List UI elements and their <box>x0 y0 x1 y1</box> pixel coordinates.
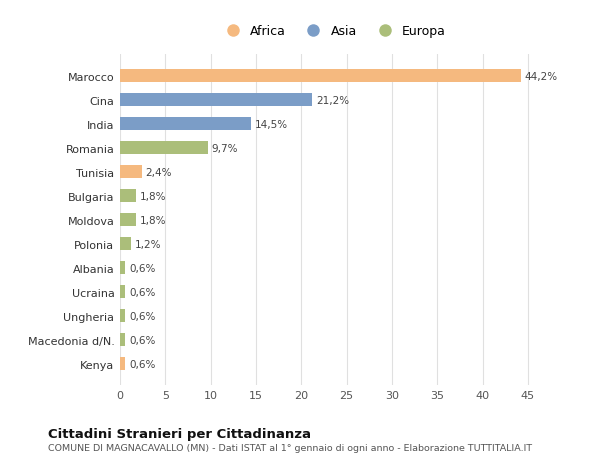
Bar <box>120 94 312 107</box>
Text: 44,2%: 44,2% <box>524 72 557 82</box>
Bar <box>120 309 125 323</box>
Text: 1,8%: 1,8% <box>140 191 166 202</box>
Text: 0,6%: 0,6% <box>129 359 155 369</box>
Text: 1,2%: 1,2% <box>134 239 161 249</box>
Text: Cittadini Stranieri per Cittadinanza: Cittadini Stranieri per Cittadinanza <box>48 427 311 440</box>
Bar <box>120 238 131 251</box>
Bar <box>120 166 142 179</box>
Text: 2,4%: 2,4% <box>145 168 172 178</box>
Text: 0,6%: 0,6% <box>129 311 155 321</box>
Legend: Africa, Asia, Europa: Africa, Asia, Europa <box>216 22 450 42</box>
Bar <box>120 70 521 83</box>
Bar <box>120 118 251 131</box>
Text: 14,5%: 14,5% <box>255 120 288 129</box>
Bar <box>120 262 125 275</box>
Text: 0,6%: 0,6% <box>129 335 155 345</box>
Bar <box>120 214 136 227</box>
Text: 21,2%: 21,2% <box>316 95 349 106</box>
Bar <box>120 142 208 155</box>
Bar <box>120 358 125 370</box>
Bar <box>120 333 125 347</box>
Text: COMUNE DI MAGNACAVALLO (MN) - Dati ISTAT al 1° gennaio di ogni anno - Elaborazio: COMUNE DI MAGNACAVALLO (MN) - Dati ISTAT… <box>48 443 532 452</box>
Text: 0,6%: 0,6% <box>129 287 155 297</box>
Bar <box>120 190 136 203</box>
Bar <box>120 285 125 299</box>
Text: 1,8%: 1,8% <box>140 215 166 225</box>
Text: 0,6%: 0,6% <box>129 263 155 273</box>
Text: 9,7%: 9,7% <box>212 144 238 153</box>
